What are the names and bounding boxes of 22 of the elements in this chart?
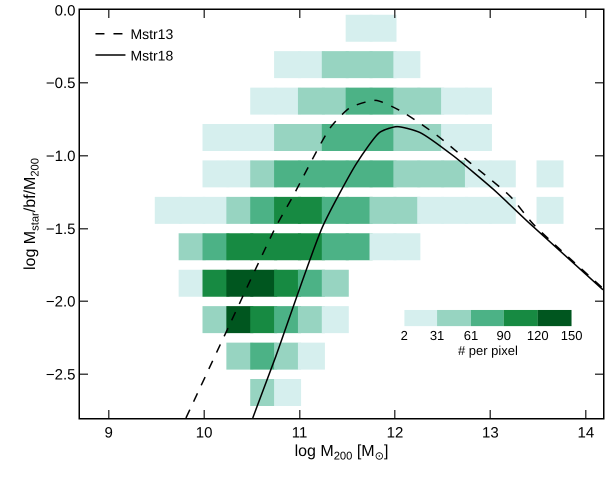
x-tick-label: 9 [104,424,113,442]
y-tick-label: −1.5 [46,220,76,238]
x2-tick-label: 31 [430,328,444,344]
x-tick-label: 10 [196,424,212,442]
legend-label: Mstr18 [130,47,174,64]
y-tick-label: −2.0 [46,294,76,311]
x2-tick-label: 61 [464,328,478,344]
x2-tick-label: 90 [496,328,512,344]
x-tick-label: 11 [292,424,308,442]
x-tick-label: 14 [577,424,594,442]
x2-tick-label: 2 [400,328,408,344]
y-tick-label: 0.0 [54,2,76,20]
y-tick-label: −1.0 [46,148,76,165]
x-tick-label: 13 [482,424,499,442]
x-tick-label: 12 [386,424,404,442]
legend-label: Mstr13 [130,26,174,42]
x2-tick-label: 120 [526,328,549,344]
x2-tick-label: 150 [560,328,582,344]
x-axis-title: log M$_{200}$ [M$_{⊙}$] [294,442,388,462]
y-tick-label: −2.5 [46,366,76,384]
x2-axis-title: # per pixel [458,343,518,358]
y-tick-label: −0.5 [46,75,76,92]
